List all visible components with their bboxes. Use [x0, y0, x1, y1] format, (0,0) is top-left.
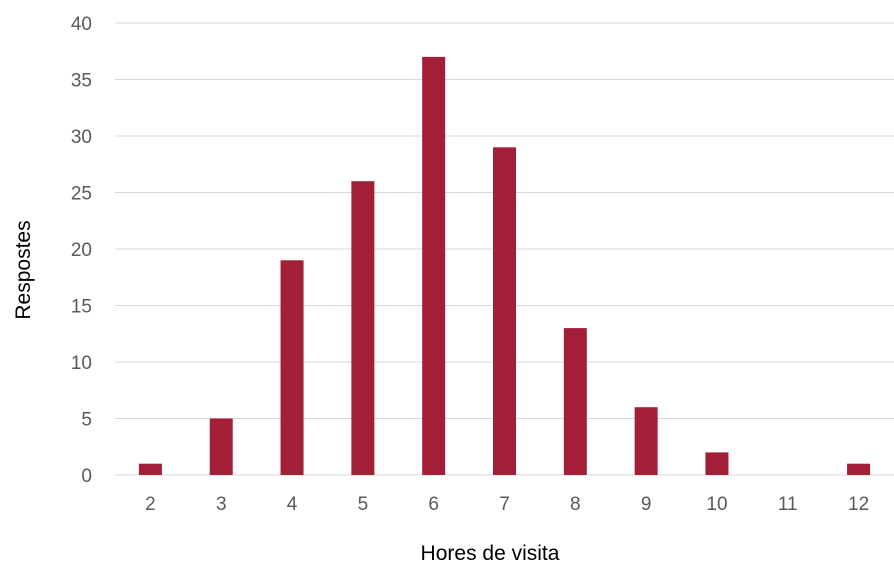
- y-tick-label: 0: [81, 466, 92, 487]
- y-tick-label: 35: [71, 71, 92, 92]
- y-tick-label: 30: [71, 127, 92, 148]
- bar-7: [493, 147, 516, 476]
- y-axis-title: Respostes: [12, 220, 35, 319]
- y-tick-label: 25: [71, 184, 92, 205]
- y-tick-label: 20: [71, 240, 92, 261]
- x-tick-label: 8: [570, 494, 581, 515]
- bar-5: [351, 181, 375, 475]
- y-tick-label: 40: [71, 14, 92, 35]
- bar-6: [422, 56, 446, 476]
- x-tick-label: 3: [216, 494, 227, 515]
- x-tick-label: 7: [499, 494, 510, 515]
- x-tick-label: 12: [848, 494, 869, 515]
- bar-9: [634, 407, 658, 475]
- bar-8: [563, 328, 587, 475]
- bars: [138, 56, 871, 476]
- x-tick-label: 10: [706, 494, 727, 515]
- x-tick-label: 4: [287, 494, 298, 515]
- bar-4: [280, 260, 304, 475]
- x-tick-label: 2: [145, 494, 156, 515]
- bar-2: [138, 463, 162, 475]
- y-tick-label: 10: [71, 353, 92, 374]
- bar-10: [705, 452, 729, 475]
- x-axis-title: Hores de visita: [421, 542, 560, 565]
- y-axis-ticks: 0 5 10 15 20 25 30 35 40: [71, 14, 92, 487]
- x-tick-label: 9: [641, 494, 652, 515]
- y-tick-label: 5: [81, 410, 92, 431]
- x-tick-label: 5: [358, 494, 369, 515]
- x-axis-ticks: 2 3 4 5 6 7 8 9 10 11 12: [145, 494, 869, 515]
- x-tick-label: 6: [428, 494, 439, 515]
- bar-3: [209, 418, 233, 475]
- bar-12: [847, 463, 871, 475]
- y-tick-label: 15: [71, 297, 92, 318]
- x-tick-label: 11: [778, 494, 798, 515]
